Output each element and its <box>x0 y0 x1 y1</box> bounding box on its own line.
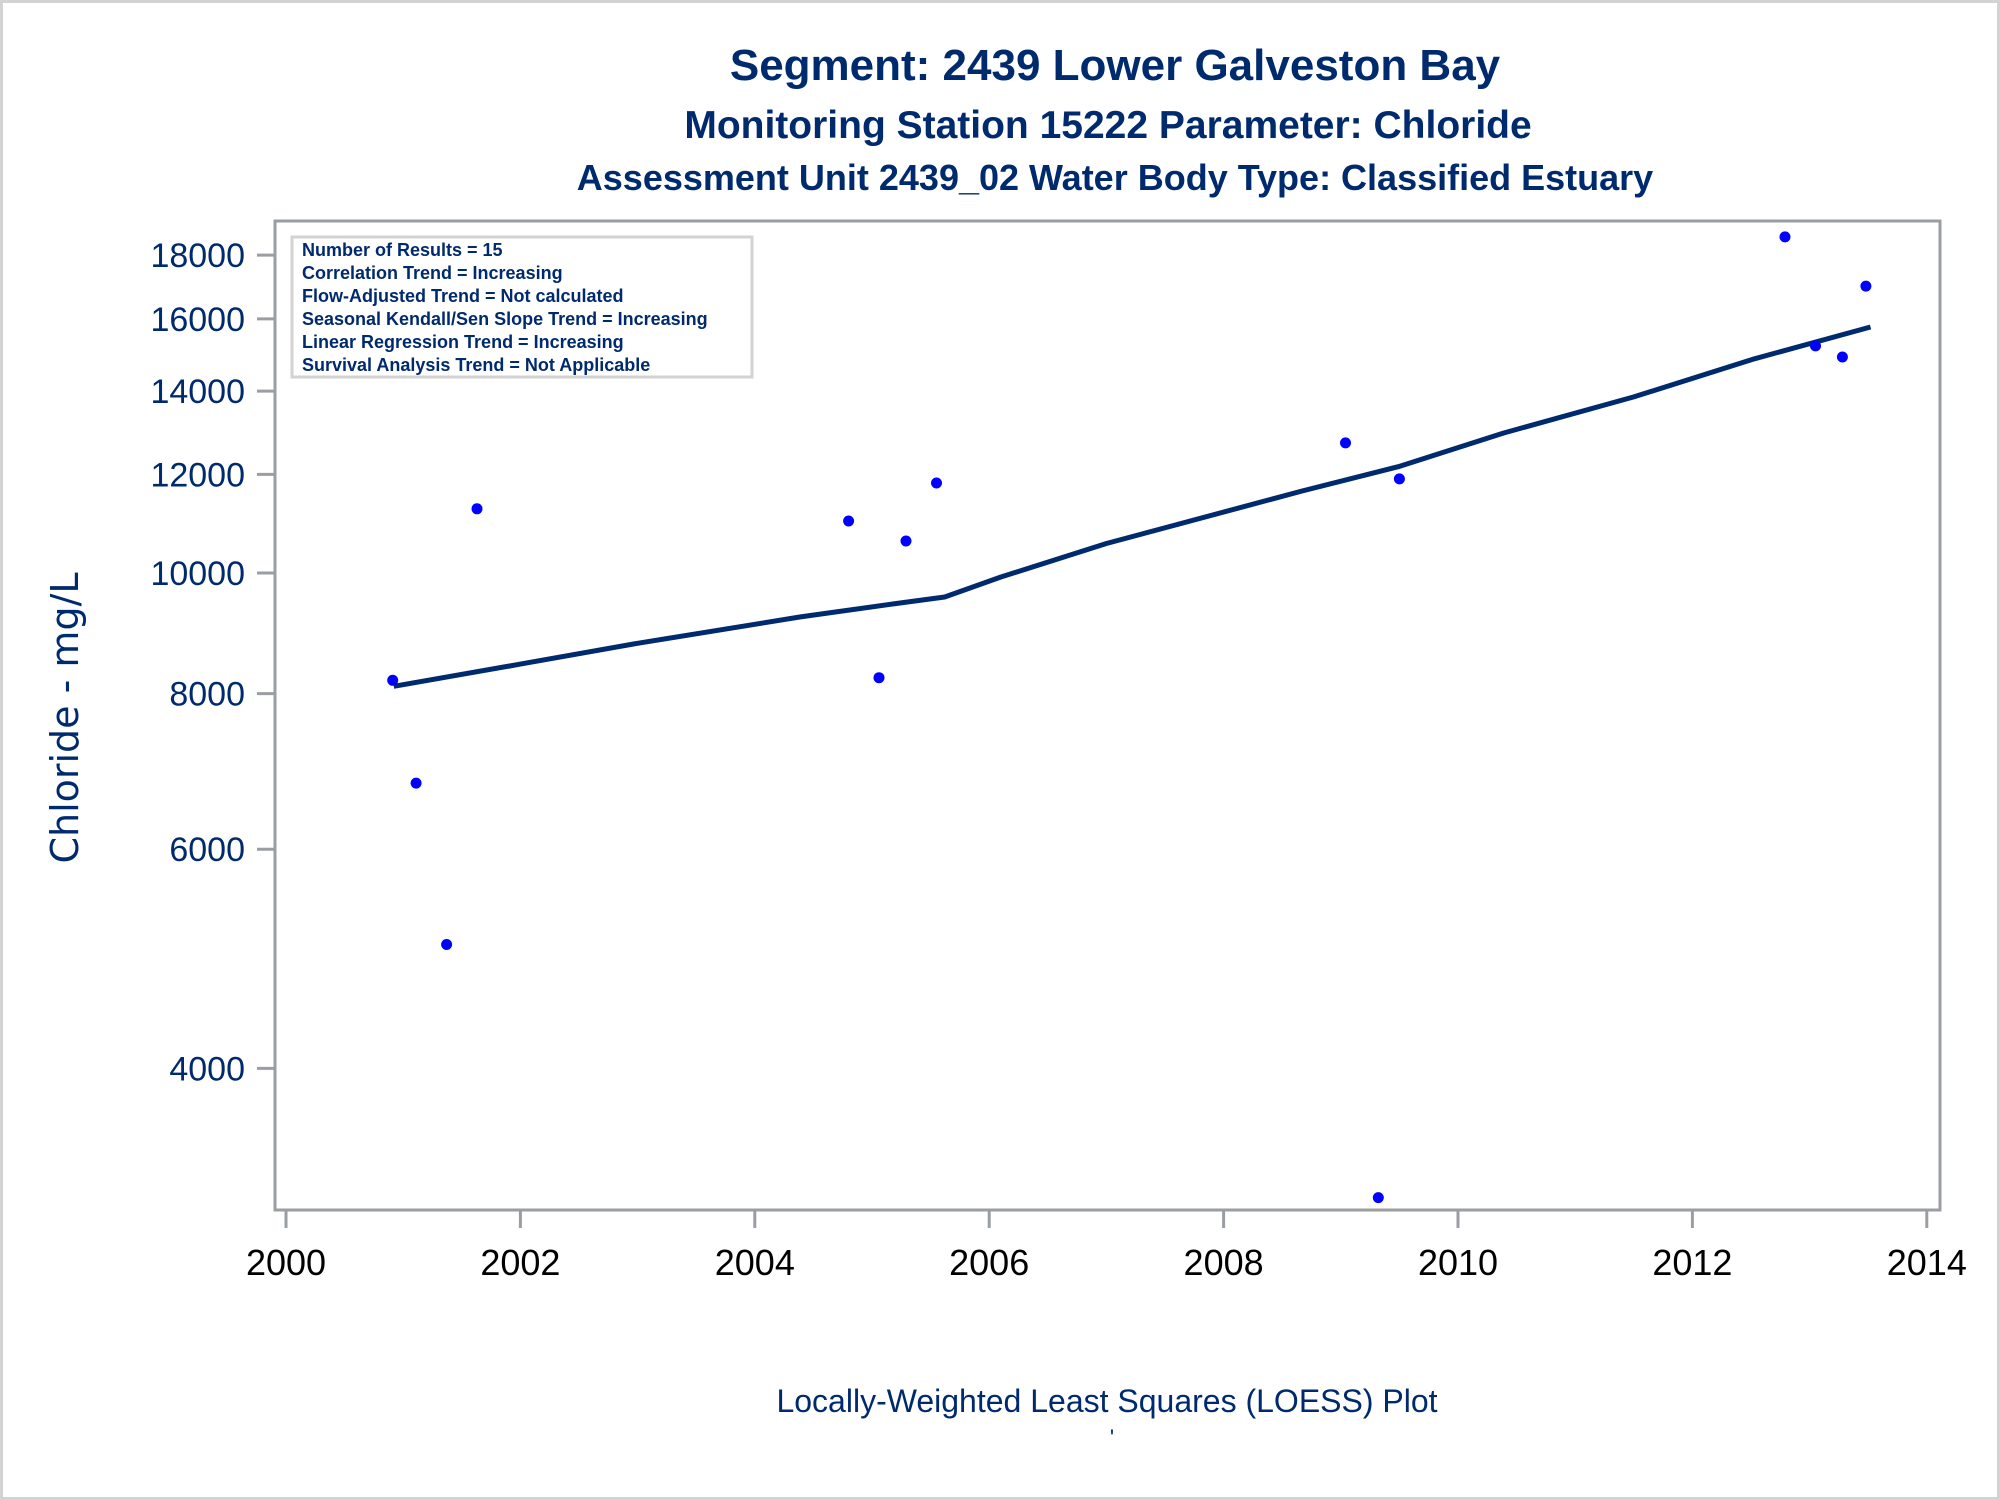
data-point <box>1860 280 1872 292</box>
data-point <box>873 672 885 684</box>
chart-subtitle-assessment: Assessment Unit 2439_02 Water Body Type:… <box>577 157 1653 198</box>
footnote-mark: ' <box>1110 1425 1114 1450</box>
data-point <box>1340 437 1351 449</box>
y-tick-label: 10000 <box>150 555 245 593</box>
plot-area <box>273 219 1942 1212</box>
x-tick-label: 2002 <box>480 1242 560 1283</box>
data-point <box>1372 1192 1384 1204</box>
trend-summary-line: Seasonal Kendall/Sen Slope Trend = Incre… <box>302 309 708 329</box>
x-tick-label: 2004 <box>715 1242 795 1283</box>
x-tick-label: 2010 <box>1418 1242 1498 1283</box>
y-tick-label: 4000 <box>169 1050 245 1088</box>
data-point <box>843 515 855 527</box>
x-tick-label: 2008 <box>1184 1242 1264 1283</box>
trend-summary-line: Flow-Adjusted Trend = Not calculated <box>302 286 624 306</box>
loess-line <box>393 324 1872 689</box>
data-point <box>1779 231 1791 243</box>
x-tick-label: 2012 <box>1652 1242 1732 1283</box>
x-axis-caption: Locally-Weighted Least Squares (LOESS) P… <box>776 1383 1437 1419</box>
y-tick-label: 16000 <box>150 301 245 339</box>
y-tick-label: 12000 <box>150 456 245 494</box>
trend-summary-line: Number of Results = 15 <box>302 240 503 260</box>
y-tick-label: 8000 <box>169 676 245 714</box>
y-tick-label: 14000 <box>150 373 245 411</box>
data-point <box>1810 340 1821 352</box>
trend-summary-line: Linear Regression Trend = Increasing <box>302 332 624 352</box>
data-point <box>931 477 942 489</box>
data-point <box>410 777 422 789</box>
data-point <box>1836 351 1848 363</box>
x-tick-label: 2006 <box>949 1242 1029 1283</box>
data-point <box>441 939 453 950</box>
y-axis-label: Chloride - mg/L <box>43 572 87 863</box>
data-point <box>471 503 483 515</box>
x-tick-label: 2014 <box>1887 1242 1967 1283</box>
x-tick-label: 2000 <box>246 1242 326 1283</box>
scatter-points <box>387 231 1872 1204</box>
data-point <box>900 535 912 547</box>
y-tick-label: 18000 <box>150 237 245 275</box>
trend-summary-box: Number of Results = 15 Correlation Trend… <box>290 235 754 379</box>
chart-title: Segment: 2439 Lower Galveston Bay <box>730 41 1501 90</box>
x-axis: 2000 2002 2004 2006 2008 2010 2012 2014 <box>246 1210 1967 1283</box>
trend-summary-line: Correlation Trend = Increasing <box>302 263 563 283</box>
data-point <box>387 674 399 686</box>
y-tick-label: 6000 <box>169 831 245 869</box>
trend-summary-line: Survival Analysis Trend = Not Applicable <box>302 355 650 375</box>
data-point <box>1393 473 1405 485</box>
chart-subtitle-station: Monitoring Station 15222 Parameter: Chlo… <box>684 104 1531 147</box>
y-axis: 4000 6000 8000 10000 12000 14000 16000 18000 <box>150 237 275 1088</box>
trend-summary-border <box>290 235 754 379</box>
loess-line-group <box>393 324 1872 689</box>
